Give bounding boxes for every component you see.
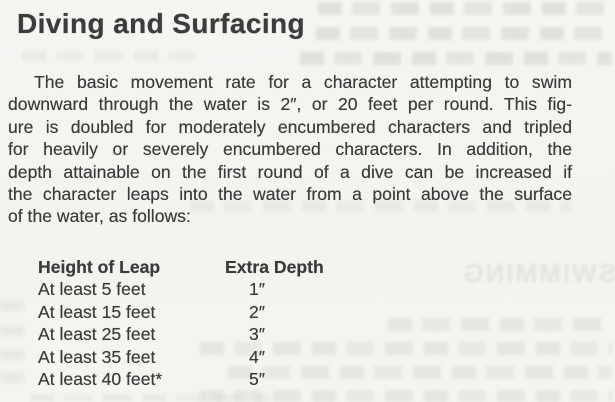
table-row: At least 40 feet* 5″ bbox=[38, 368, 369, 390]
bleedthrough-text-line bbox=[316, 27, 612, 40]
paragraph-line: The basic movement rate for a character … bbox=[34, 72, 572, 92]
paragraph-line: of the water, as follows: bbox=[8, 206, 191, 227]
bleedthrough-heading: SWIMMING bbox=[461, 258, 615, 288]
page-title: Diving and Surfacing bbox=[17, 8, 306, 39]
bleedthrough-text-line bbox=[388, 318, 612, 331]
extra-depth-cell: 3″ bbox=[249, 324, 266, 345]
extra-depth-cell: 1″ bbox=[249, 279, 266, 300]
paragraph-line: depth attainable on the first round of a… bbox=[8, 161, 572, 182]
extra-depth-cell: 5″ bbox=[249, 369, 266, 390]
bleedthrough-text-line bbox=[0, 325, 34, 336]
table-row: At least 25 feet 3″ bbox=[38, 323, 369, 345]
extra-depth-cell: 4″ bbox=[249, 346, 266, 367]
leap-depth-table: Height of Leap Extra Depth At least 5 fe… bbox=[38, 256, 369, 390]
height-of-leap-cell: At least 5 feet bbox=[38, 279, 146, 300]
height-of-leap-cell: At least 40 feet* bbox=[38, 369, 163, 390]
paragraph-line: downward through the water is 2″, or 20 … bbox=[8, 94, 572, 115]
height-of-leap-cell: At least 25 feet bbox=[38, 324, 156, 345]
bleedthrough-text-line bbox=[300, 52, 612, 65]
column-header-height-of-leap: Height of Leap bbox=[38, 257, 161, 277]
table-row: At least 5 feet 1″ bbox=[38, 278, 369, 300]
paragraph-line: ure is doubled for moderately encumbered… bbox=[8, 116, 572, 137]
bleedthrough-text-line bbox=[0, 372, 34, 383]
height-of-leap-cell: At least 35 feet bbox=[38, 346, 156, 367]
bleedthrough-text-line bbox=[22, 51, 197, 61]
bleedthrough-text-line bbox=[30, 394, 270, 402]
paragraph-line: for heavily or severely encumbered chara… bbox=[8, 139, 572, 160]
extra-depth-cell: 2″ bbox=[249, 301, 266, 322]
bleedthrough-text-line bbox=[200, 390, 612, 402]
paragraph-line: the character leaps into the water from … bbox=[8, 184, 572, 205]
bleedthrough-text-line bbox=[318, 2, 612, 15]
table-row: At least 35 feet 4″ bbox=[38, 346, 369, 368]
column-header-extra-depth: Extra Depth bbox=[225, 257, 324, 277]
table-header-row: Height of Leap Extra Depth bbox=[38, 256, 369, 278]
table-row: At least 15 feet 2″ bbox=[38, 301, 369, 323]
body-paragraph: The basic movement rate for a character … bbox=[8, 71, 572, 228]
bleedthrough-text-line bbox=[0, 300, 34, 311]
height-of-leap-cell: At least 15 feet bbox=[38, 301, 156, 322]
bleedthrough-text-line bbox=[0, 349, 34, 360]
